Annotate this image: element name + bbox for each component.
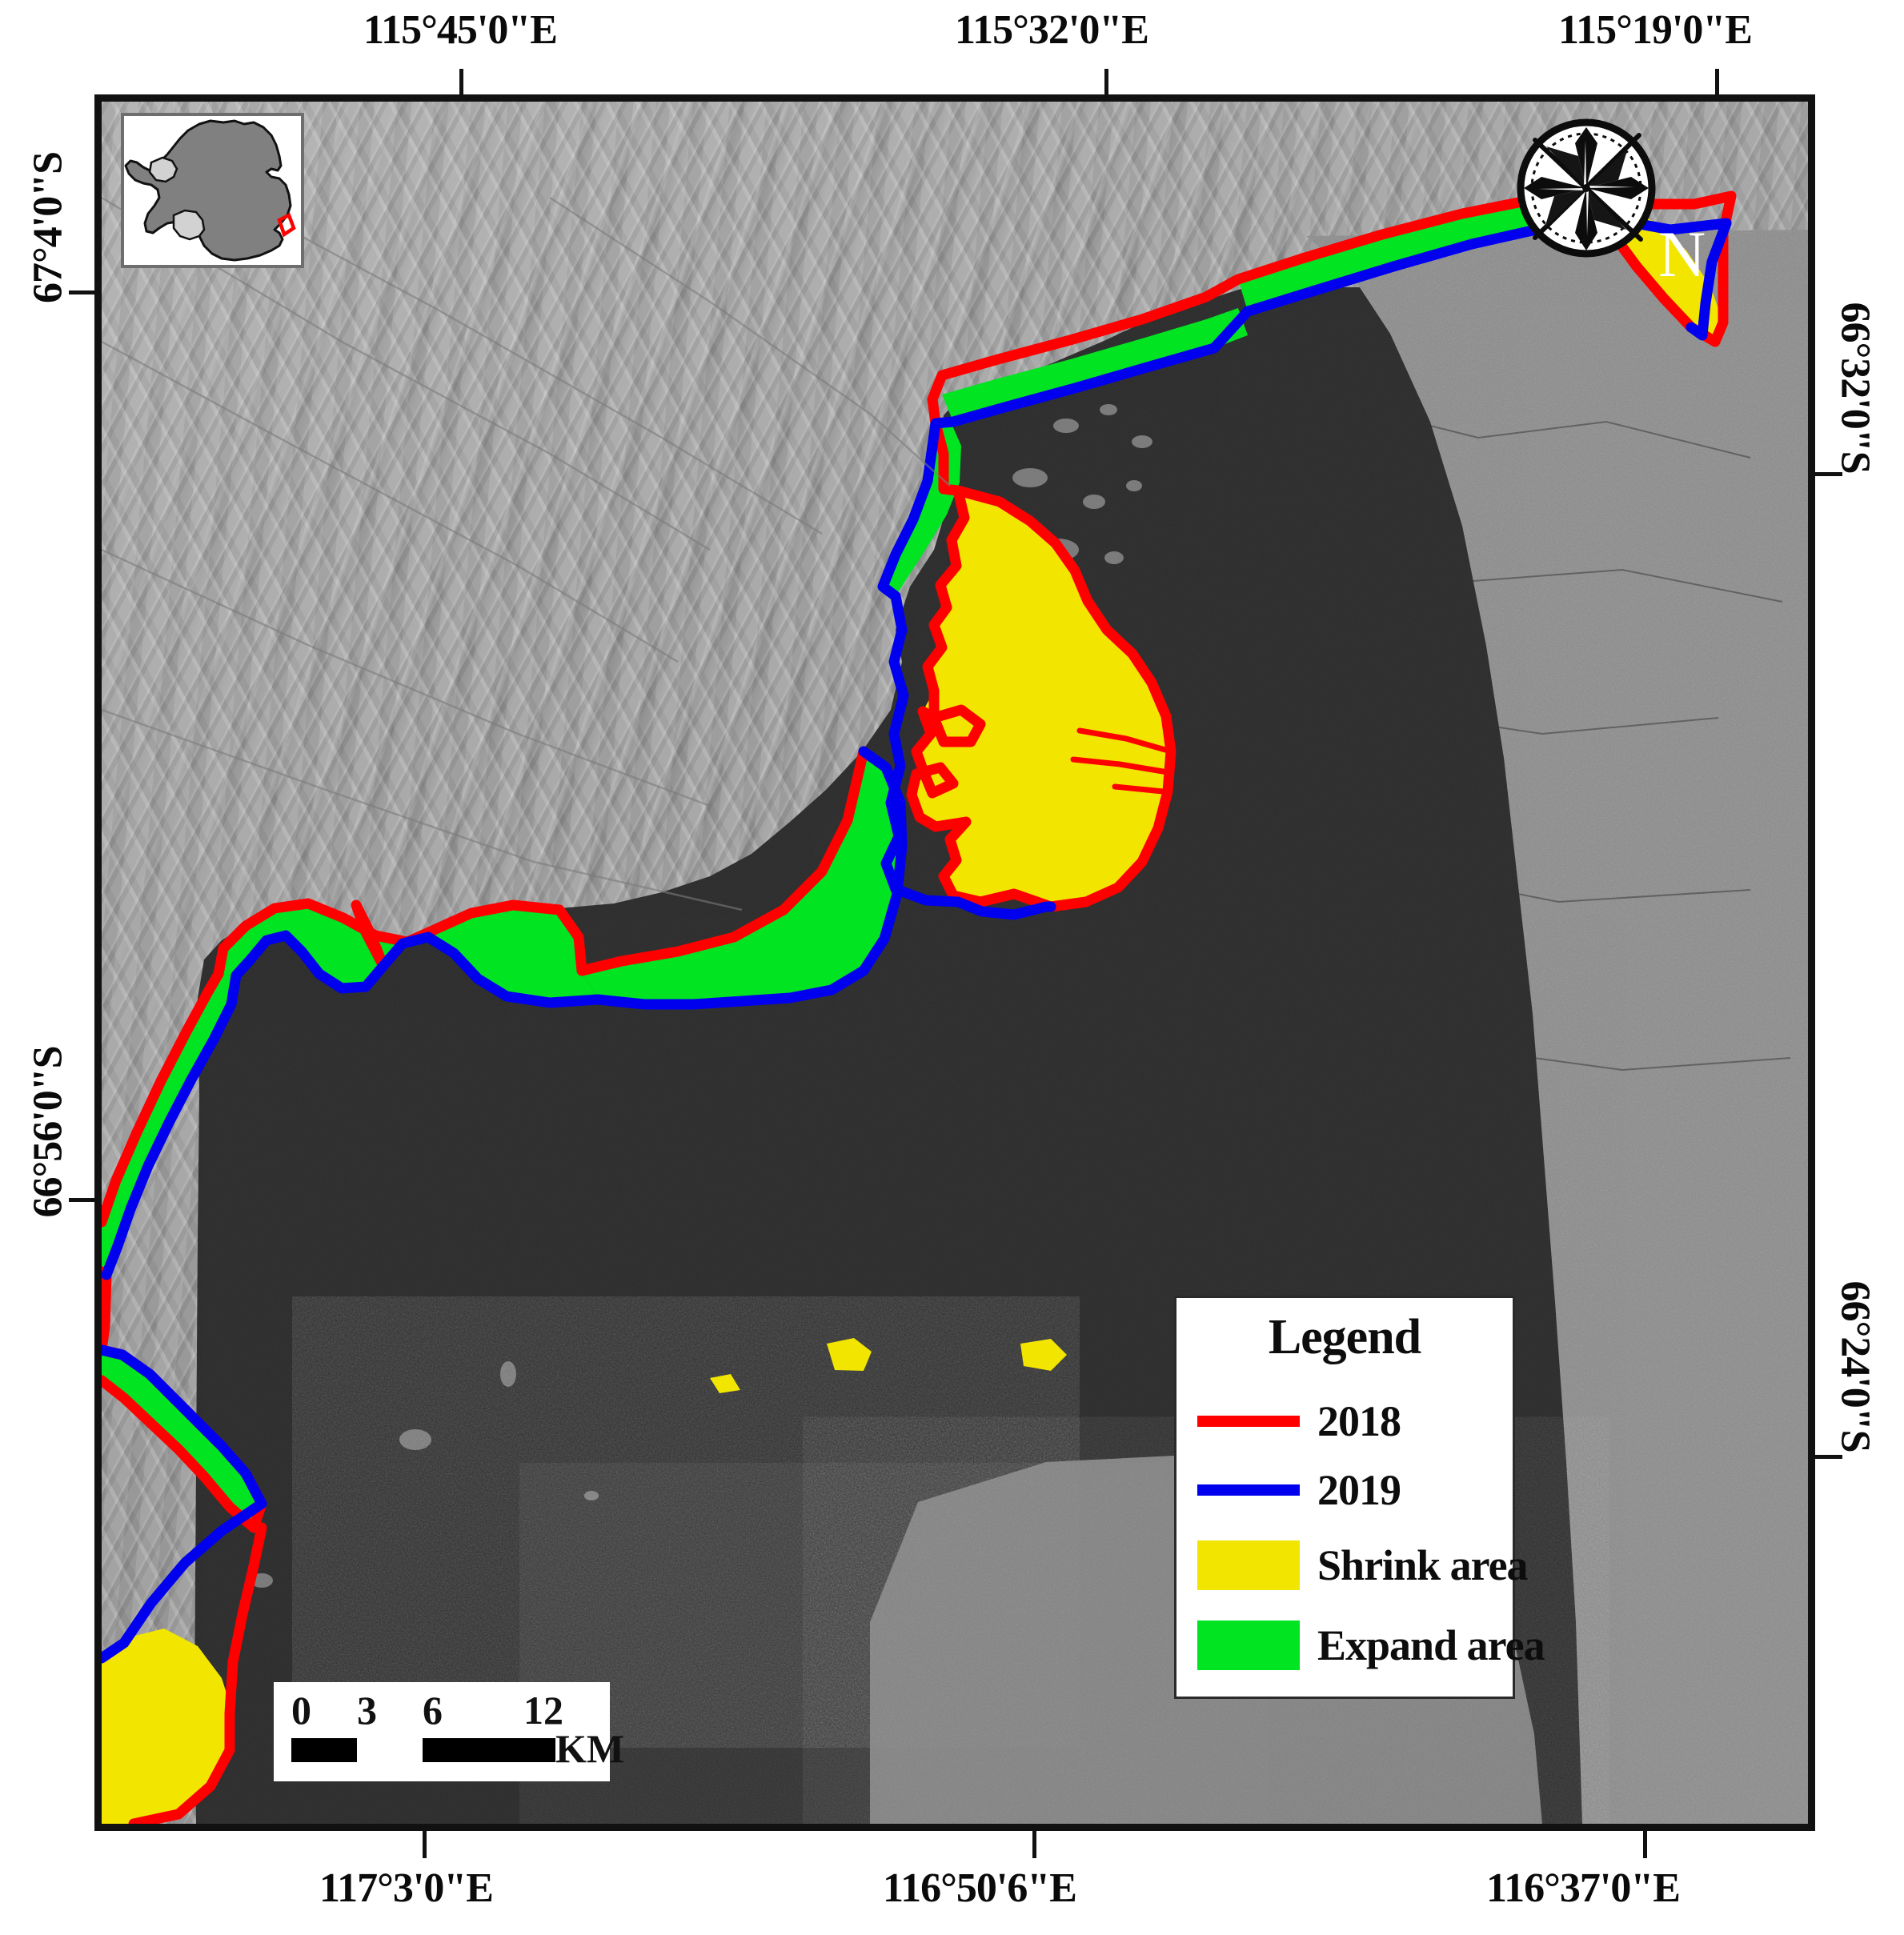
legend-label-2018: 2018 <box>1317 1397 1401 1445</box>
coastline-2019 <box>102 213 1732 1664</box>
study-area-box <box>277 212 296 238</box>
scale-tick-6: 6 <box>423 1688 443 1733</box>
tick-top-1 <box>459 69 463 96</box>
tick-top-2 <box>1104 69 1108 96</box>
compass-rose <box>1517 118 1656 258</box>
axis-label-bottom-1: 117°3'0"E <box>319 1865 494 1911</box>
tick-bottom-2 <box>1032 1831 1036 1858</box>
tick-right-2 <box>1815 1455 1842 1459</box>
legend-item-expand-area[interactable]: Expand area <box>1176 1611 1545 1680</box>
axis-label-bottom-3: 116°37'0"E <box>1486 1865 1681 1911</box>
north-arrow-label: N <box>1658 218 1706 290</box>
scale-bar-graphic <box>291 1738 555 1762</box>
axis-label-left-1: 67°4'0"S <box>25 151 71 304</box>
tick-right-1 <box>1815 472 1842 476</box>
legend-item-2018[interactable]: 2018 <box>1176 1387 1513 1456</box>
tick-left-1 <box>69 290 96 294</box>
legend-item-shrink-area[interactable]: Shrink area <box>1176 1531 1529 1600</box>
ice-flowlines <box>102 196 951 911</box>
tick-bottom-1 <box>423 1831 427 1858</box>
tick-top-3 <box>1715 69 1719 96</box>
scale-bar-unit: KM <box>555 1726 625 1771</box>
legend-title: Legend <box>1268 1310 1421 1364</box>
legend-swatch-2019 <box>1197 1484 1300 1496</box>
axis-label-top-3: 115°19'0"E <box>1558 7 1753 53</box>
legend-label-expand-area: Expand area <box>1317 1621 1545 1669</box>
axis-label-top-1: 115°45'0"E <box>363 7 558 53</box>
scale-bar: 0 3 6 12 KM <box>274 1682 624 1781</box>
tick-left-2 <box>69 1198 96 1202</box>
scale-bar-segment-white <box>357 1738 423 1762</box>
axis-label-right-1: 66°32'0"S <box>1832 302 1878 474</box>
tick-bottom-3 <box>1643 1831 1647 1858</box>
legend-swatch-2018 <box>1197 1416 1300 1427</box>
map-legend[interactable]: Legend 2018 2019 Shrink area Expand area <box>1174 1296 1545 1699</box>
ross-ice-shelf <box>172 209 206 241</box>
scale-bar-ticks: 0 3 6 12 <box>274 1682 610 1733</box>
legend-label-2019: 2019 <box>1317 1466 1401 1514</box>
antarctica-locator-inset[interactable] <box>121 113 304 268</box>
scale-tick-3: 3 <box>357 1688 377 1733</box>
map-canvas[interactable]: N 0 3 6 12 KM Legend 2018 2019 <box>102 102 1808 1824</box>
shrink-area-polygons <box>102 206 1723 1824</box>
axis-label-right-2: 66°24'0"S <box>1832 1280 1878 1452</box>
antarctica-inset-svg <box>122 114 303 266</box>
axis-label-top-2: 115°32'0"E <box>955 7 1149 53</box>
ronne-ice-shelf <box>148 156 178 183</box>
scale-tick-12: 12 <box>523 1688 563 1733</box>
legend-item-2019[interactable]: 2019 <box>1176 1456 1513 1524</box>
legend-swatch-shrink-area <box>1197 1540 1300 1590</box>
map-frame[interactable]: N 0 3 6 12 KM Legend 2018 2019 <box>94 94 1815 1831</box>
legend-swatch-expand-area <box>1197 1621 1300 1670</box>
antarctica-landmass <box>124 119 292 262</box>
map-vector-layer <box>102 186 1808 1824</box>
axis-label-bottom-2: 116°50'6"E <box>883 1865 1077 1911</box>
axis-label-left-2: 66°56'0"S <box>25 1046 71 1218</box>
legend-label-shrink-area: Shrink area <box>1317 1541 1529 1589</box>
scale-tick-0: 0 <box>291 1688 311 1733</box>
